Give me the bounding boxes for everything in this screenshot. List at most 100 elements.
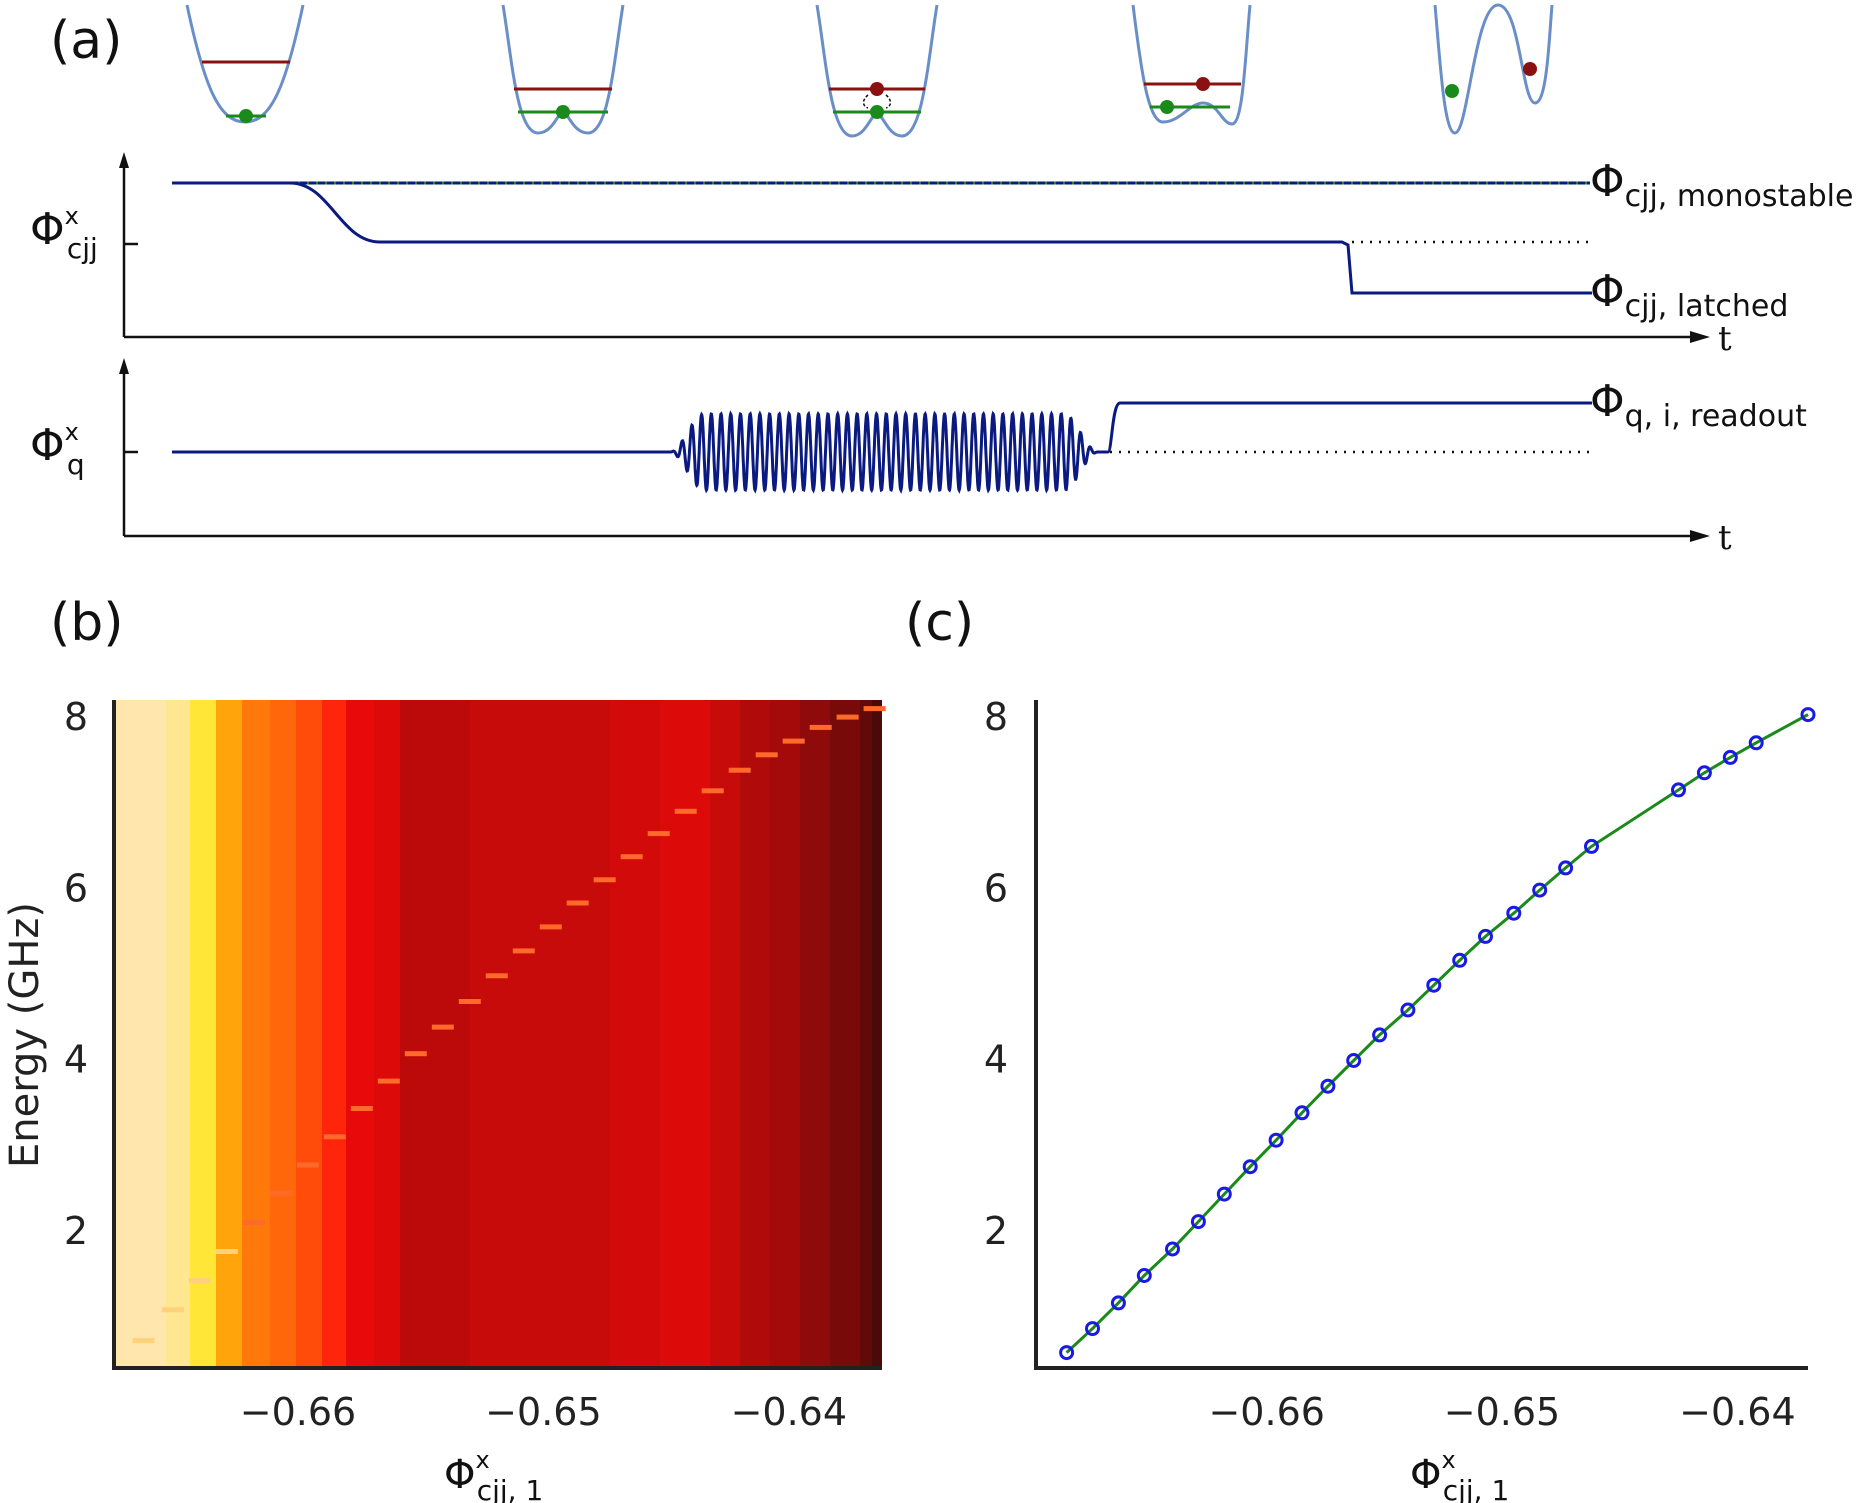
heatmap-peak — [755, 752, 778, 758]
well-4 — [1131, 4, 1252, 126]
heatmap-peak — [323, 1134, 346, 1140]
data-point — [1110, 1295, 1126, 1311]
heatmap-column — [830, 700, 860, 1368]
data-point — [1216, 1186, 1232, 1202]
q-trace — [172, 401, 1592, 494]
heatmap-column — [166, 700, 190, 1368]
q-y-label: Φx q — [30, 418, 85, 481]
well-5-curve — [1433, 3, 1554, 135]
heatmap-column — [872, 700, 882, 1368]
data-point — [1268, 1132, 1284, 1148]
heatmap-column — [400, 700, 470, 1368]
heatmap-peak — [377, 1078, 400, 1084]
label-latched: Φcjj, latched — [1590, 266, 1788, 324]
heatmap-peak — [132, 1338, 155, 1344]
heatmap-column — [770, 700, 800, 1368]
data-point — [1506, 905, 1522, 921]
cjj-t-arrow — [1690, 331, 1710, 343]
well-1-ground-particle — [239, 109, 253, 123]
data-point — [1165, 1241, 1180, 1257]
panel-b-x-ticks: −0.66 −0.65 −0.64 — [240, 1390, 847, 1434]
heatmap-peak — [809, 724, 832, 730]
panel-c-xlabel: Φx cjj, 1 — [1410, 1446, 1509, 1503]
q-t-arrow — [1690, 530, 1710, 542]
heatmap-peak — [458, 999, 481, 1004]
well-3-tunnel-arrow — [862, 94, 892, 109]
data-point — [1722, 749, 1738, 765]
panel-b-x-tick-label: −0.66 — [240, 1390, 356, 1434]
data-point — [1059, 1345, 1075, 1361]
data-point — [1294, 1105, 1310, 1121]
panel-label-b: (b) — [50, 593, 124, 653]
heatmap-column — [242, 700, 270, 1368]
q-t-label: t — [1718, 518, 1732, 558]
panel-b-spectroscopy: 2 4 6 8 −0.66 −0.65 −0.64 Energy (GHz) Φx cjj,… — [2, 695, 886, 1503]
data-point — [1558, 860, 1574, 876]
heatmap-column — [374, 700, 400, 1368]
data-point — [1372, 1027, 1388, 1043]
well-3 — [815, 4, 939, 138]
heatmap-peak — [674, 808, 697, 814]
heatmap-peak — [836, 714, 859, 720]
data-point — [1346, 1053, 1362, 1068]
heatmap-peak — [701, 788, 724, 794]
heatmap-column — [114, 700, 140, 1368]
panel-b-x-tick-label: −0.65 — [485, 1390, 601, 1434]
well-3-excited-particle — [870, 82, 884, 96]
panel-c-y-tick-label: 8 — [984, 695, 1008, 739]
potential-wells — [185, 3, 1554, 138]
panel-c-fit: 2 4 6 8 −0.66 −0.65 −0.64 Φx cjj, 1 — [984, 695, 1816, 1503]
data-point — [1320, 1078, 1336, 1094]
heatmap-peak — [593, 877, 616, 883]
panel-a-schematic: t Φx cjj Φcjj, monostable Φcjj, latched t… — [30, 3, 1853, 558]
heatmap-peak — [431, 1024, 454, 1030]
heatmap-column — [190, 700, 216, 1368]
data-point — [1696, 765, 1712, 781]
panel-b-y-tick-label: 2 — [64, 1209, 88, 1253]
heatmap-peak — [512, 948, 535, 954]
heatmap-column — [140, 700, 166, 1368]
panel-b-ylabel: Energy (GHz) — [2, 902, 48, 1168]
heatmap-column — [800, 700, 830, 1368]
heatmap-peak — [728, 767, 751, 773]
heatmap-column — [860, 700, 872, 1368]
heatmap-peak — [782, 738, 805, 744]
heatmap-peak — [350, 1106, 373, 1111]
heatmap-peaks — [132, 706, 886, 1344]
panel-label-a: (a) — [50, 11, 122, 71]
heatmap-peak — [863, 706, 886, 712]
data-point — [1532, 882, 1548, 898]
panel-b-y-tick-label: 6 — [64, 866, 88, 910]
panel-c-x-ticks: −0.66 −0.65 −0.64 — [1208, 1390, 1795, 1434]
heatmap-peak — [188, 1278, 211, 1284]
data-point — [1452, 952, 1468, 968]
heatmap-peak — [242, 1219, 265, 1225]
cjj-t-label: t — [1718, 319, 1732, 359]
well-4-curve — [1131, 4, 1252, 126]
well-5 — [1433, 3, 1554, 135]
heatmap-peak — [404, 1051, 427, 1057]
cjj-y-label: Φx cjj — [30, 202, 98, 265]
panel-c-points — [1059, 707, 1816, 1361]
heatmap-column — [346, 700, 374, 1368]
well-4-excited-particle — [1196, 77, 1210, 91]
well-5-excited-particle — [1523, 62, 1537, 76]
panel-b-xlabel: Φx cjj, 1 — [444, 1446, 543, 1503]
data-point — [1085, 1321, 1100, 1337]
heatmap-column — [322, 700, 346, 1368]
well-4-ground-particle — [1160, 100, 1174, 114]
panel-c-y-tick-label: 2 — [984, 1209, 1008, 1253]
heatmap-peak — [566, 900, 589, 906]
panel-c-y-tick-label: 4 — [984, 1038, 1008, 1082]
heatmap-column — [740, 700, 770, 1368]
panel-b-y-ticks: 2 4 6 8 — [64, 695, 88, 1253]
panel-b-y-tick-label: 8 — [64, 695, 88, 739]
cjj-axes: t Φx cjj Φcjj, monostable Φcjj, latched — [30, 152, 1853, 359]
heatmap-peak — [269, 1190, 292, 1196]
data-point — [1426, 977, 1442, 993]
heatmap-column — [710, 700, 740, 1368]
heatmap-column — [470, 700, 540, 1368]
heatmap-peak — [620, 854, 643, 860]
heatmap-column — [296, 700, 322, 1368]
data-point — [1478, 928, 1493, 944]
